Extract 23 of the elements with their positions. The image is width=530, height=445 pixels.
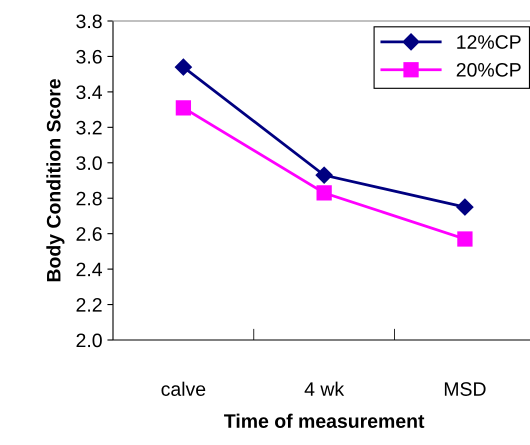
y-tick-label: 3.8	[76, 14, 102, 28]
y-tick-label: 3.0	[76, 156, 102, 170]
x-tick-label: calve	[162, 382, 206, 396]
y-tick-label: 2.2	[76, 298, 102, 312]
y-tick-label: 2.8	[76, 192, 102, 206]
y-tick-label: 3.2	[76, 120, 102, 135]
x-tick-label: 4 wk	[304, 382, 344, 396]
point	[457, 231, 473, 247]
y-tick-label: 2.0	[76, 333, 102, 348]
x-tick-label: MSD	[444, 382, 486, 396]
y-tick-label: 2.6	[76, 227, 102, 241]
point	[174, 58, 192, 76]
legend-label: 12%CP	[457, 35, 521, 49]
point	[456, 198, 474, 216]
x-axis-title: Time of measurement	[224, 414, 424, 428]
legend-label: 20%CP	[456, 62, 521, 77]
point	[316, 185, 332, 201]
y-tick-label: 3.4	[76, 85, 102, 100]
y-tick-label: 3.6	[76, 50, 102, 64]
y-axis-title: Body Condition Score	[46, 79, 64, 282]
point	[316, 166, 333, 184]
y-tick-label: 2.4	[76, 262, 102, 276]
point	[176, 100, 192, 116]
